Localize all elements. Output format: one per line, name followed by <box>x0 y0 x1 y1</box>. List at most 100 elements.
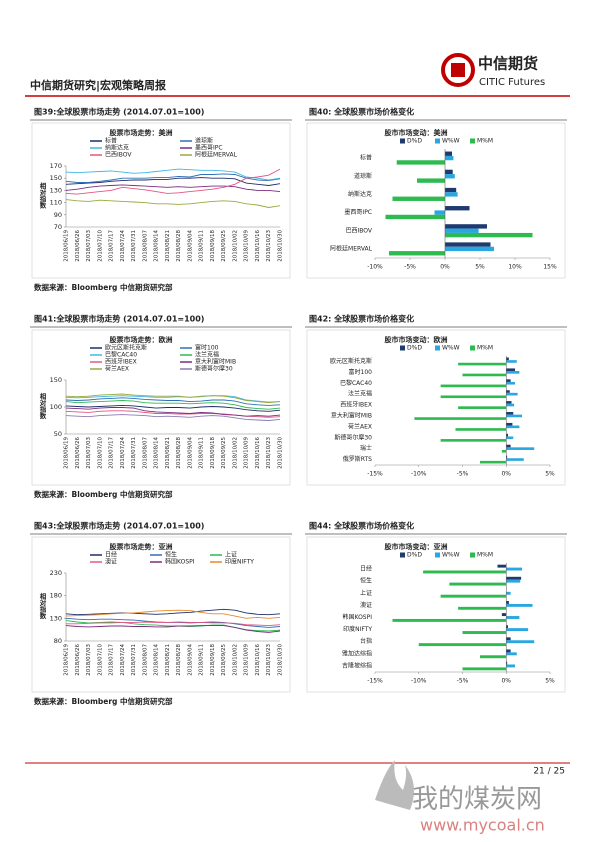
charts: 图39:全球股票市场走势 (2014.07.01=100) 数据来源：Bloomb… <box>30 107 567 706</box>
bar <box>506 360 517 363</box>
series-line <box>65 609 281 619</box>
bar <box>506 640 535 644</box>
figure-caption: 图44: 全球股票市场价格变化 <box>309 521 414 531</box>
legend-label: M%M <box>477 552 493 559</box>
category-label: 日经 <box>360 565 372 573</box>
category-label: 阿根廷MERVAL <box>330 244 373 252</box>
y-tick-label: 100 <box>50 403 62 411</box>
legend-swatch <box>435 345 440 351</box>
figure-caption: 图42: 全球股票市场价格变化 <box>309 314 414 324</box>
bar <box>445 155 454 161</box>
bar <box>418 643 507 647</box>
legend-swatch <box>400 552 405 558</box>
x-tick-label: 2018/08/14 <box>154 644 160 676</box>
category-label: 欧元区斯托克斯 <box>330 357 372 365</box>
x-tick-label: 2018/10/16 <box>255 437 261 469</box>
legend-label: 澳证 <box>105 558 117 566</box>
chart-frame <box>31 329 291 486</box>
bar <box>506 601 509 604</box>
legend-label: 斯德哥尔摩30 <box>195 365 233 373</box>
bar <box>445 246 494 252</box>
legend-swatch <box>435 138 440 144</box>
category-label: 巴西IBOV <box>345 227 372 234</box>
bar <box>423 570 507 574</box>
bar <box>385 214 445 220</box>
bar <box>440 439 507 442</box>
bar <box>462 631 507 634</box>
x-tick-label: 2018/07/17 <box>109 437 115 469</box>
x-tick-label: 2018/08/21 <box>165 437 171 469</box>
chart-frame <box>31 536 291 693</box>
x-tick-label: -5% <box>457 471 469 478</box>
x-tick-label: 2018/09/04 <box>187 437 193 469</box>
x-tick-label: -5% <box>457 678 469 685</box>
bar <box>506 357 509 361</box>
x-tick-label: 2018/07/24 <box>120 437 126 469</box>
x-tick-label: 2018/10/23 <box>266 437 272 469</box>
y-tick-label: 130 <box>50 186 62 194</box>
bar <box>506 455 508 459</box>
source-note: 数据来源：Bloomberg 中信期货研究部 <box>34 696 173 706</box>
watermark-logo <box>375 760 414 810</box>
x-tick-label: 2018/07/03 <box>86 230 92 262</box>
x-tick-label: 2018/07/24 <box>120 644 126 676</box>
chart-title: 股市市场变动：欧洲 <box>384 335 448 344</box>
legend-label: 阿根廷MERVAL <box>195 151 238 159</box>
bar <box>462 667 507 671</box>
x-tick-label: 2018/09/25 <box>221 230 227 262</box>
category-label: 西班牙IBEX <box>340 401 372 409</box>
x-tick-label: 2018/09/11 <box>199 437 205 469</box>
legend-swatch <box>400 345 405 351</box>
x-tick-label: 2018/07/17 <box>109 230 115 262</box>
bar <box>506 661 508 665</box>
x-tick-label: -10% <box>367 264 383 271</box>
bar <box>506 433 508 437</box>
category-label: 澳证 <box>360 601 372 609</box>
figure-caption: 图43:全球股票市场走势 (2014.07.01=100) <box>34 521 204 531</box>
y-tick-label: 110 <box>50 199 62 207</box>
bar <box>389 251 445 256</box>
legend-label: 巴黎CAC40 <box>105 351 137 359</box>
x-tick-label: 2018/07/03 <box>86 644 92 676</box>
category-label: 雅加达综指 <box>342 649 372 657</box>
bar <box>506 414 522 418</box>
y-tick-label: 150 <box>50 174 62 182</box>
y-tick-label: 50 <box>54 430 62 438</box>
bar <box>506 425 520 429</box>
chart-title: 股票市场走势：欧洲 <box>109 335 173 344</box>
bar <box>506 403 515 407</box>
bar <box>434 210 445 215</box>
legend-label: W%W <box>442 345 460 352</box>
legend-label: 恒生 <box>165 551 177 559</box>
bar <box>445 224 487 229</box>
chart-title: 股票市场走势：美洲 <box>109 128 173 137</box>
bar <box>501 613 507 617</box>
category-label: 巴黎CAC40 <box>340 379 372 387</box>
series-line <box>65 177 281 186</box>
x-tick-label: 2018/06/26 <box>75 644 81 676</box>
bar <box>417 178 445 183</box>
legend-label: 韩国KOSPI <box>165 558 195 566</box>
series-line <box>65 414 281 421</box>
bar <box>506 392 518 396</box>
x-tick-label: 2018/10/09 <box>244 437 250 469</box>
legend-swatch <box>400 138 405 144</box>
y-axis-label: 相对指数 <box>38 592 46 621</box>
x-tick-label: 2018/10/16 <box>255 230 261 262</box>
bar <box>440 395 507 399</box>
category-label: 瑞士 <box>360 444 372 452</box>
bar <box>445 169 453 175</box>
legend-label: 荷兰AEX <box>105 365 129 373</box>
bar <box>501 449 507 453</box>
legend-label: 道琼斯 <box>195 137 213 145</box>
legend-label: D%D <box>407 345 422 352</box>
series-line <box>65 173 281 183</box>
x-tick-label: 2018/09/25 <box>221 437 227 469</box>
series-line <box>65 199 281 208</box>
legend-label: W%W <box>442 552 460 559</box>
category-label: 斯德哥尔摩30 <box>334 433 372 441</box>
bar <box>506 637 511 641</box>
category-label: 韩国KOSPI <box>342 613 372 621</box>
x-tick-label: 2018/10/30 <box>278 644 284 676</box>
bar <box>506 447 535 450</box>
